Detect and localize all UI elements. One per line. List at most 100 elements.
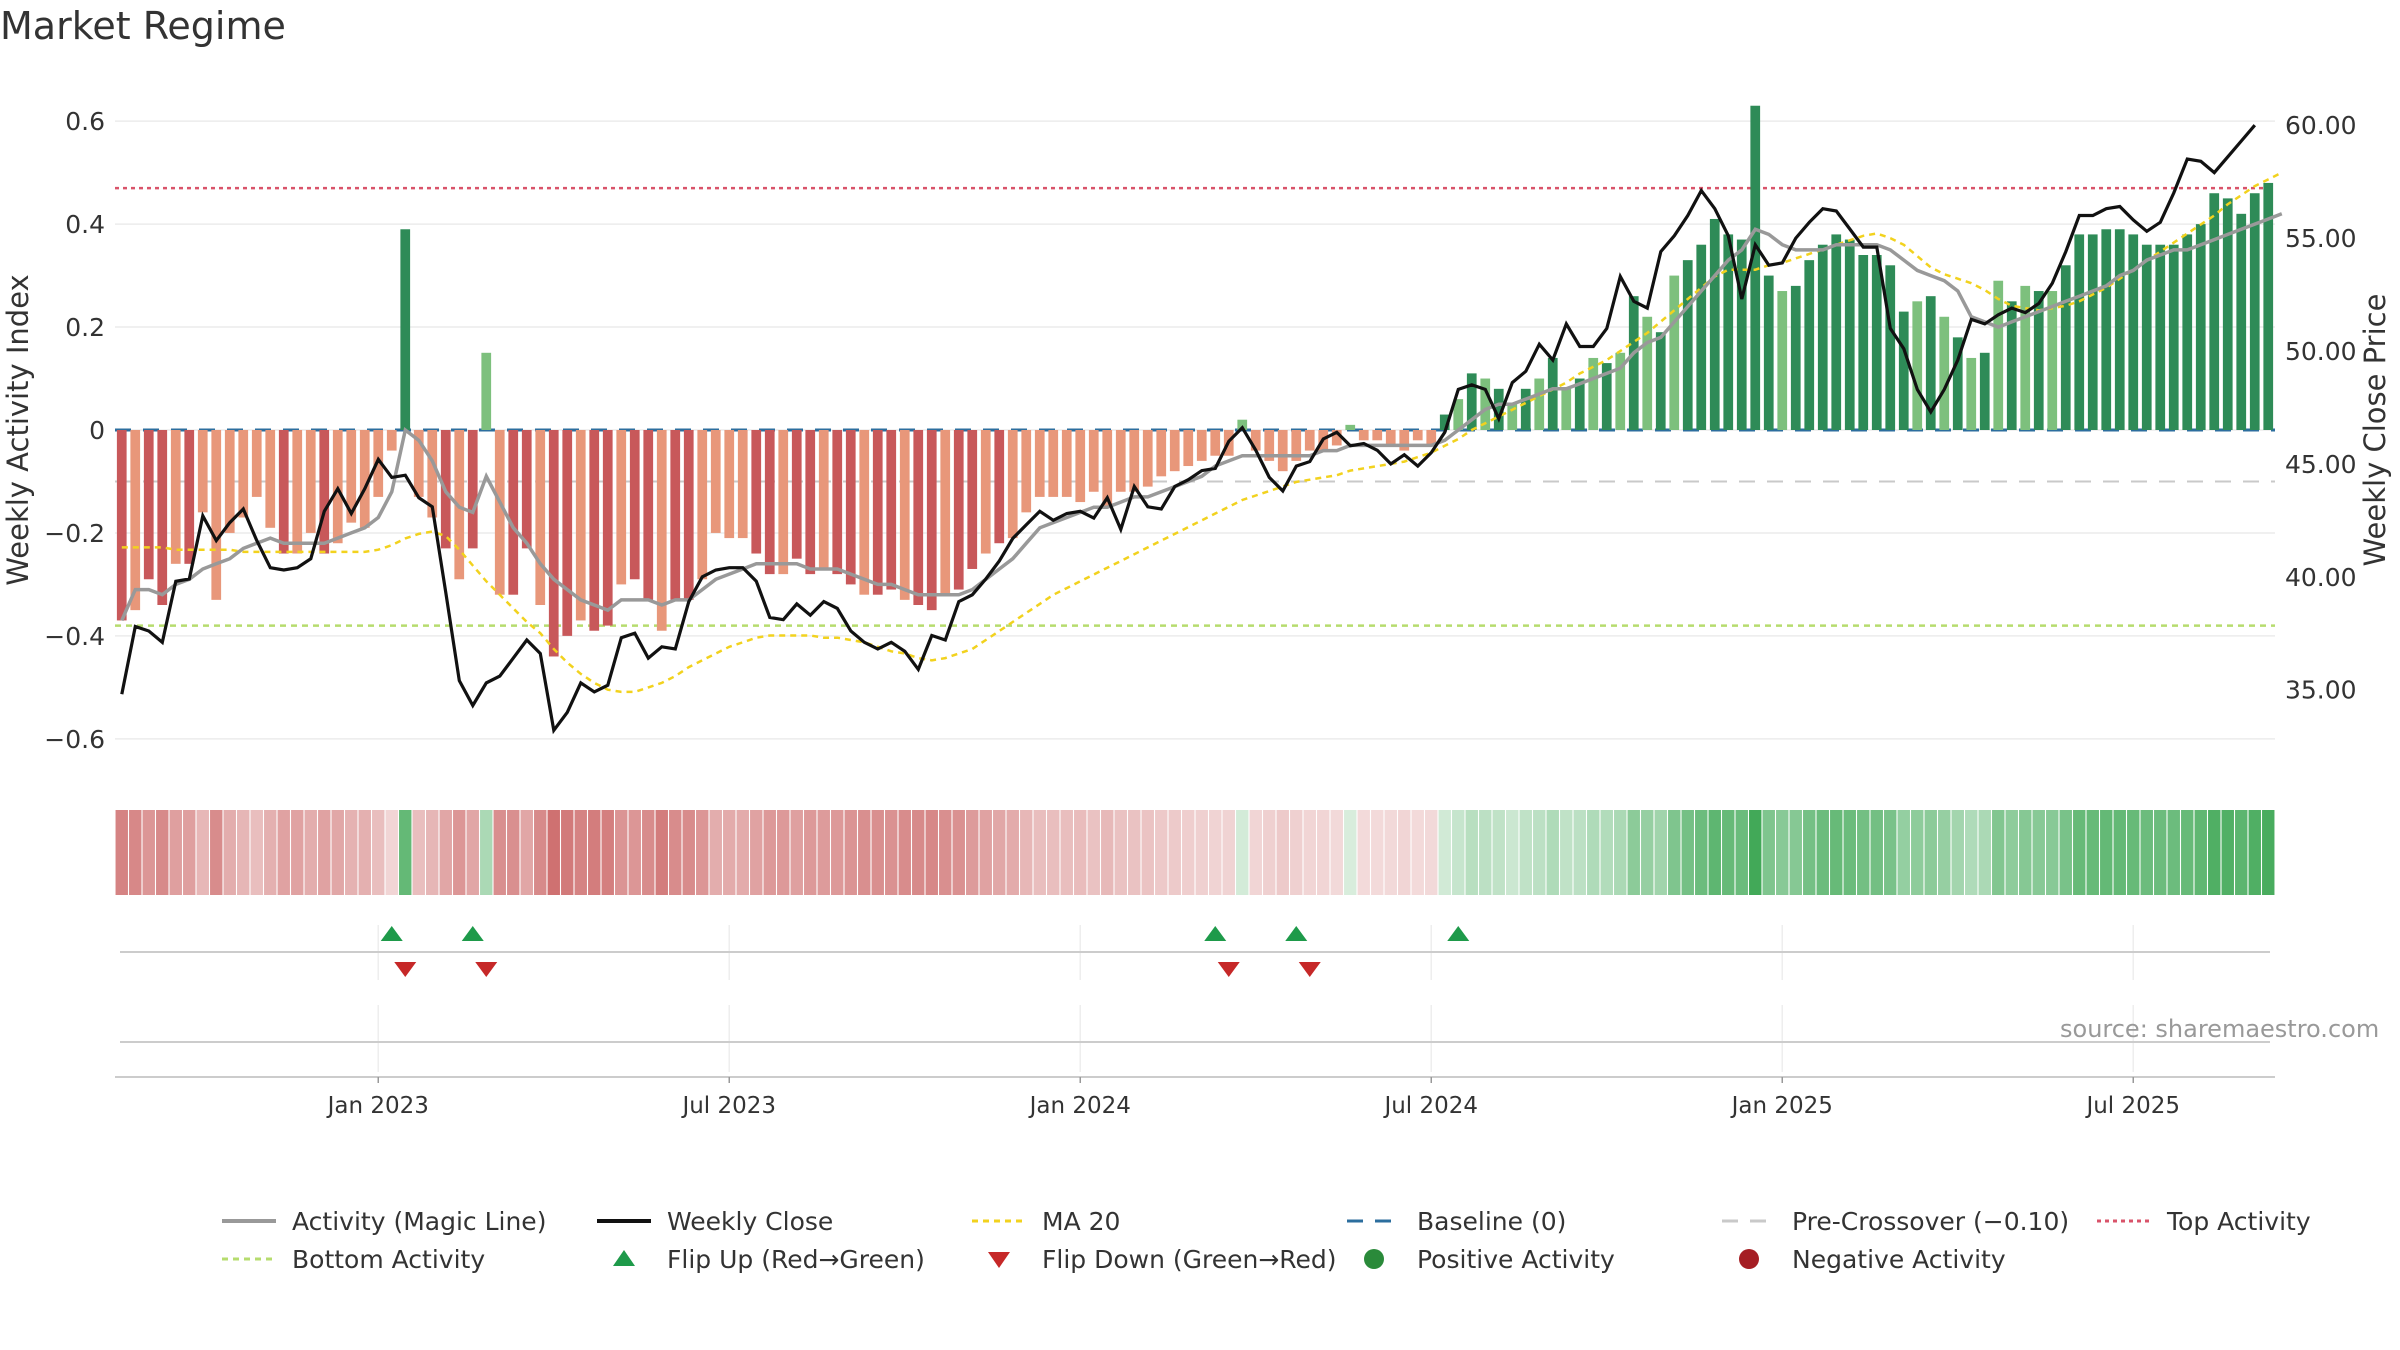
activity-bar [967,430,978,569]
activity-bar [346,430,357,523]
regime-cell [412,810,425,895]
regime-cell [534,810,547,895]
regime-cell [777,810,790,895]
regime-cell [250,810,263,895]
regime-cell [1222,810,1235,895]
activity-bar [2114,229,2125,430]
regime-cell [858,810,871,895]
regime-cell [142,810,155,895]
activity-bar [2087,234,2098,430]
activity-bar [157,430,168,605]
regime-cell [2167,810,2180,895]
regime-cell [493,810,506,895]
activity-bar [1466,373,1477,430]
regime-cell [439,810,452,895]
activity-bar [953,430,964,590]
activity-bar [143,430,154,580]
activity-bar [1601,363,1612,430]
activity-bar [1277,430,1288,472]
legend-item-baseline: Baseline (0) [1345,1205,1566,1237]
regime-heat-strip [115,810,2275,895]
legend-swatch-positive-activity [1345,1245,1403,1273]
regime-cell [1789,810,1802,895]
regime-cell [520,810,533,895]
regime-cell [925,810,938,895]
regime-cell [1695,810,1708,895]
activity-bar [737,430,748,539]
activity-bar [1534,378,1545,430]
activity-bar [1777,291,1788,430]
activity-bar [184,430,195,564]
regime-cell [1911,810,1924,895]
activity-bar [1682,260,1693,430]
magic-line [120,212,2283,622]
regime-cell [1371,810,1384,895]
activity-bar [1885,265,1896,430]
y2-tick-label: 50.00 [2285,337,2357,366]
activity-bar [2060,265,2071,430]
regime-cell [2154,810,2167,895]
activity-bar [845,430,856,585]
activity-bar [643,430,654,600]
regime-cell [885,810,898,895]
regime-cell [1762,810,1775,895]
activity-bar [1615,352,1626,430]
legend-swatch-ma20 [970,1207,1028,1235]
regime-cell [453,810,466,895]
legend-swatch-bottom-activity [220,1245,278,1273]
regime-cell [2100,810,2113,895]
activity-bar [1426,430,1437,446]
activity-bar [1480,378,1491,430]
regime-cell [966,810,979,895]
weekly-close-line [120,124,2257,735]
x-tick-label: Jan 2025 [1730,1093,1833,1119]
regime-cell [183,810,196,895]
regime-cell [1263,810,1276,895]
activity-bar [1790,285,1801,430]
activity-bar [1831,234,1842,430]
series-lines-layer [120,124,2283,735]
regime-cell [331,810,344,895]
regime-cell [1816,810,1829,895]
activity-bar [1021,430,1032,513]
axes-layer: −0.6 −0.4 −0.2 0 0.2 0.4 0.6 35.00 40.00 45.00 50.… [44,107,2356,754]
regime-cell [1114,810,1127,895]
legend-item-pre-crossover: Pre-Crossover (−0.10) [1720,1205,2069,1237]
regime-cell [561,810,574,895]
y2-tick-label: 40.00 [2285,563,2357,592]
activity-bar [616,430,627,585]
regime-cell [1951,810,1964,895]
regime-cell [669,810,682,895]
flip-up-marker [1204,926,1227,941]
y-tick-label: 0.2 [65,313,105,342]
regime-cell [1452,810,1465,895]
regime-cell [1101,810,1114,895]
regime-cell [1249,810,1262,895]
regime-cell [547,810,560,895]
legend-label-negative-activity: Negative Activity [1792,1244,2006,1274]
activity-bar [116,430,127,621]
activity-bar [1493,388,1504,430]
activity-bar [1696,244,1707,430]
regime-cell [2248,810,2261,895]
activity-bar [305,430,316,533]
regime-cell [2073,810,2086,895]
activity-bar [386,430,397,451]
activity-bar [656,430,667,631]
y-tick-label: 0.4 [65,210,105,239]
y-tick-label: 0 [89,416,105,445]
activity-bar [251,430,262,497]
y-tick-label: −0.2 [44,519,105,548]
flip-down-marker [475,962,498,977]
regime-cell [1978,810,1991,895]
regime-cell [912,810,925,895]
regime-cell [1276,810,1289,895]
regime-cell [1492,810,1505,895]
activity-bar [926,430,937,611]
activity-bar [697,430,708,580]
activity-bar [899,430,910,600]
regime-cell [1087,810,1100,895]
activity-bar [575,430,586,621]
regime-cell [1236,810,1249,895]
regime-cell [790,810,803,895]
